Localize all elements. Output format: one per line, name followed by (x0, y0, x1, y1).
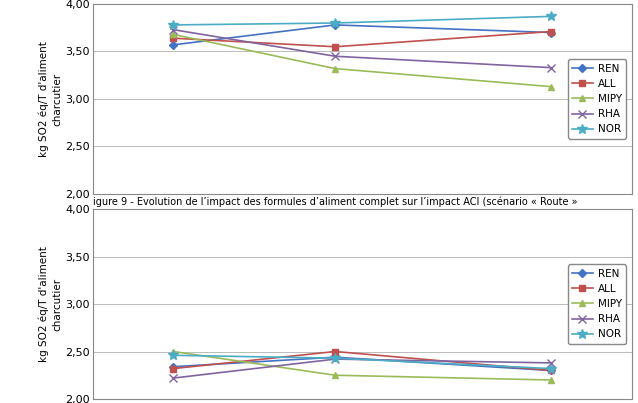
REN (331, 355, 339, 359)
ALL (331, 44, 339, 49)
Y-axis label: kg SO2 éq/T d'aliment
charcutier: kg SO2 éq/T d'aliment charcutier (39, 246, 63, 362)
NOR (547, 14, 554, 19)
Line: ALL: ALL (170, 349, 554, 373)
ALL (547, 368, 554, 373)
Line: RHA: RHA (169, 25, 555, 72)
Legend: REN, ALL, MIPY, RHA, NOR: REN, ALL, MIPY, RHA, NOR (568, 59, 627, 139)
MIPY (170, 32, 177, 37)
MIPY (547, 378, 554, 382)
RHA (547, 65, 554, 70)
MIPY (170, 349, 177, 354)
MIPY (331, 66, 339, 71)
Line: NOR: NOR (168, 12, 556, 30)
ALL (170, 36, 177, 41)
RHA (331, 357, 339, 361)
Line: MIPY: MIPY (170, 31, 554, 89)
ALL (331, 349, 339, 354)
REN (547, 30, 554, 35)
NOR (547, 366, 554, 371)
Line: RHA: RHA (169, 355, 555, 382)
REN (331, 23, 339, 27)
RHA (170, 27, 177, 32)
ALL (547, 29, 554, 34)
NOR (170, 353, 177, 358)
RHA (170, 376, 177, 380)
NOR (170, 23, 177, 27)
ALL (170, 366, 177, 371)
RHA (331, 54, 339, 59)
NOR (331, 356, 339, 361)
REN (170, 364, 177, 369)
NOR (331, 21, 339, 25)
Line: NOR: NOR (168, 351, 556, 374)
Text: igure 9 - Evolution de l’impact des formules d’aliment complet sur l’impact ACI : igure 9 - Evolution de l’impact des form… (93, 196, 577, 207)
Legend: REN, ALL, MIPY, RHA, NOR: REN, ALL, MIPY, RHA, NOR (568, 264, 627, 344)
REN (547, 368, 554, 373)
Line: REN: REN (170, 22, 554, 48)
REN (170, 42, 177, 47)
Line: REN: REN (170, 354, 554, 373)
Line: ALL: ALL (170, 29, 554, 50)
MIPY (547, 84, 554, 89)
Y-axis label: kg SO2 éq/T d'aliment
charcutier: kg SO2 éq/T d'aliment charcutier (39, 41, 63, 157)
MIPY (331, 373, 339, 378)
RHA (547, 360, 554, 365)
Line: MIPY: MIPY (170, 349, 554, 383)
